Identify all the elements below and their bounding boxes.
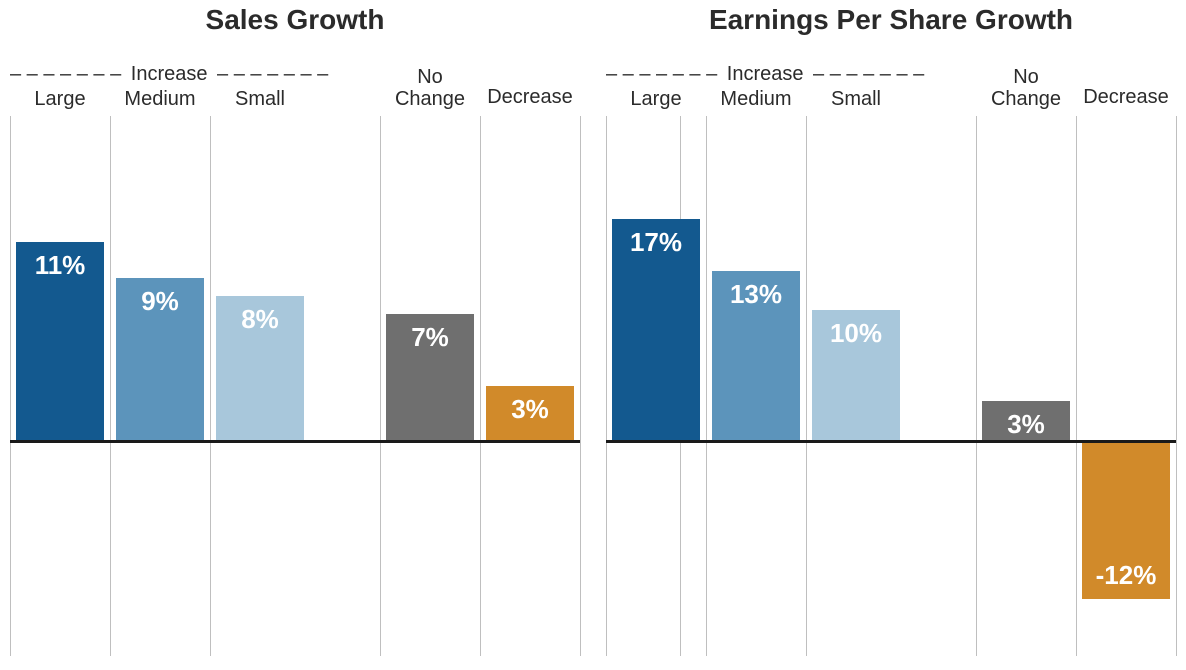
bar-small: 10% [812,310,900,440]
gridline [380,116,381,656]
bar-value-label: -12% [1082,560,1170,591]
increase-bracket: – – – – – – – Increase – – – – – – – [606,63,906,86]
bar-value-label: 3% [982,409,1070,440]
col-head-large: Large [10,88,110,110]
bar-medium: 13% [712,271,800,440]
category-header-row: – – – – – – – Increase – – – – – – – Lar… [606,54,1176,110]
increase-word: Increase [723,63,808,85]
page-root: Sales Growth – – – – – – – Increase – – … [0,0,1186,670]
bar-decrease: -12% [1082,443,1170,599]
bar-decrease: 3% [486,386,574,440]
dash-right: – – – – – – – [813,63,924,85]
col-head-small: Small [210,88,310,110]
gridline [110,116,111,656]
panel-title: Sales Growth [10,4,580,36]
bar-no_change: 7% [386,314,474,440]
dash-left: – – – – – – – [10,63,121,85]
dash-left: – – – – – – – [606,63,717,85]
col-head-no-change: No Change [976,66,1076,110]
bar-value-label: 10% [812,318,900,349]
gridline [976,116,977,656]
bar-value-label: 9% [116,286,204,317]
gridline [606,116,607,656]
axis-zero-line [10,440,580,443]
col-head-decrease: Decrease [480,86,580,108]
col-head-large: Large [606,88,706,110]
gridline [480,116,481,656]
gridline [10,116,11,656]
no-change-line1: No [1013,66,1039,88]
bar-value-label: 8% [216,304,304,335]
gridline [1076,116,1077,656]
gridline [210,116,211,656]
gridline [706,116,707,656]
bar-value-label: 13% [712,279,800,310]
increase-sublabels: Large Medium Small [10,88,310,110]
gridline [580,116,581,656]
bar-medium: 9% [116,278,204,440]
increase-sublabels: Large Medium Small [606,88,906,110]
increase-group: – – – – – – – Increase – – – – – – – Lar… [10,63,310,110]
bar-value-label: 3% [486,394,574,425]
chart-area-eps: 17% 13% 10% 3% -12% [606,116,1176,656]
axis-zero-line [606,440,1176,443]
category-header-row: – – – – – – – Increase – – – – – – – Lar… [10,54,580,110]
panel-sales-growth: Sales Growth – – – – – – – Increase – – … [10,0,580,670]
no-change-line1: No [417,66,443,88]
col-head-medium: Medium [706,88,806,110]
dash-right: – – – – – – – [217,63,328,85]
panel-eps-growth: Earnings Per Share Growth – – – – – – – … [606,0,1176,670]
bar-no_change: 3% [982,401,1070,440]
bar-value-label: 7% [386,322,474,353]
panel-title: Earnings Per Share Growth [606,4,1176,36]
chart-area-sales: 11% 9% 8% 7% 3% [10,116,580,656]
bar-large: 11% [16,242,104,440]
no-change-line2: Change [991,88,1061,110]
col-head-small: Small [806,88,906,110]
gridline [806,116,807,656]
increase-word: Increase [127,63,212,85]
increase-bracket: – – – – – – – Increase – – – – – – – [10,63,310,86]
bar-value-label: 17% [612,227,700,258]
no-change-line2: Change [395,88,465,110]
increase-group: – – – – – – – Increase – – – – – – – Lar… [606,63,906,110]
bar-large: 17% [612,219,700,440]
col-head-no-change: No Change [380,66,480,110]
col-head-decrease: Decrease [1076,86,1176,108]
gridline [1176,116,1177,656]
bar-value-label: 11% [16,250,104,281]
col-head-medium: Medium [110,88,210,110]
bar-small: 8% [216,296,304,440]
